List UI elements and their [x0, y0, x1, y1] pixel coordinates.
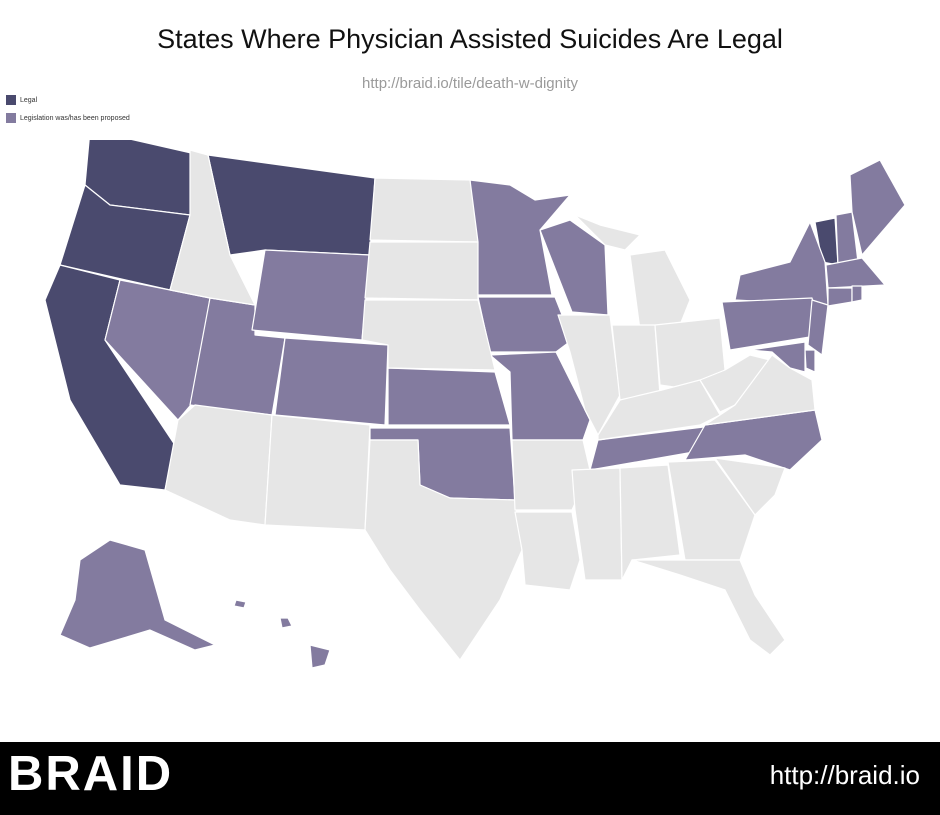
legend-item-proposed: Legislation was/has been proposed — [6, 112, 130, 124]
state-michigan-upper[interactable] — [574, 214, 641, 251]
state-delaware[interactable] — [804, 349, 816, 373]
state-florida[interactable] — [631, 559, 786, 656]
legend-swatch-legal — [6, 95, 16, 105]
state-south-carolina[interactable] — [714, 457, 786, 516]
state-texas[interactable] — [364, 439, 523, 661]
state-kentucky[interactable] — [597, 379, 721, 441]
state-rhode-island[interactable] — [851, 285, 863, 303]
state-georgia[interactable] — [667, 459, 756, 561]
state-nebraska[interactable] — [361, 299, 496, 371]
state-mississippi[interactable] — [571, 467, 623, 581]
state-idaho[interactable] — [169, 149, 256, 306]
state-hawaii-island-c[interactable] — [233, 599, 247, 609]
page-subtitle: http://braid.io/tile/death-w-dignity — [362, 75, 578, 92]
page-title: States Where Physician Assisted Suicides… — [157, 24, 783, 54]
state-north-dakota[interactable] — [369, 177, 479, 243]
state-hawaii-island-b[interactable] — [279, 617, 293, 629]
footer-url[interactable]: http://braid.io — [769, 760, 920, 790]
state-alaska[interactable] — [59, 539, 216, 651]
state-michigan[interactable] — [629, 249, 691, 331]
state-arizona[interactable] — [164, 404, 273, 526]
state-indiana[interactable] — [611, 324, 661, 401]
state-connecticut[interactable] — [827, 287, 853, 307]
state-wisconsin[interactable] — [539, 219, 609, 316]
state-pennsylvania[interactable] — [721, 297, 823, 351]
state-colorado[interactable] — [274, 337, 389, 426]
state-hawaii[interactable] — [309, 644, 331, 669]
legend-swatch-proposed — [6, 113, 16, 123]
state-new-mexico[interactable] — [264, 414, 371, 531]
state-louisiana[interactable] — [514, 511, 581, 591]
state-virginia[interactable] — [704, 354, 816, 426]
state-maryland[interactable] — [749, 341, 806, 373]
state-south-dakota[interactable] — [364, 241, 479, 301]
state-massachusetts[interactable] — [825, 257, 886, 289]
state-new-jersey[interactable] — [807, 299, 829, 356]
state-maine[interactable] — [849, 159, 906, 256]
legend-label-proposed: Legislation was/has been proposed — [20, 114, 130, 122]
footer-bar: BRAID http://braid.io — [0, 742, 940, 815]
legend-label-legal: Legal — [20, 96, 38, 104]
state-alabama[interactable] — [619, 464, 681, 581]
state-kansas[interactable] — [387, 367, 511, 426]
us-map — [44, 140, 906, 669]
brand-logo: BRAID — [8, 747, 174, 801]
state-montana[interactable] — [207, 154, 376, 256]
legend: Legal Legislation was/has been proposed — [6, 94, 130, 130]
state-wyoming[interactable] — [251, 249, 371, 341]
state-new-york[interactable] — [734, 221, 829, 306]
state-iowa[interactable] — [477, 296, 573, 353]
legend-item-legal: Legal — [6, 94, 130, 106]
state-minnesota[interactable] — [469, 179, 571, 296]
